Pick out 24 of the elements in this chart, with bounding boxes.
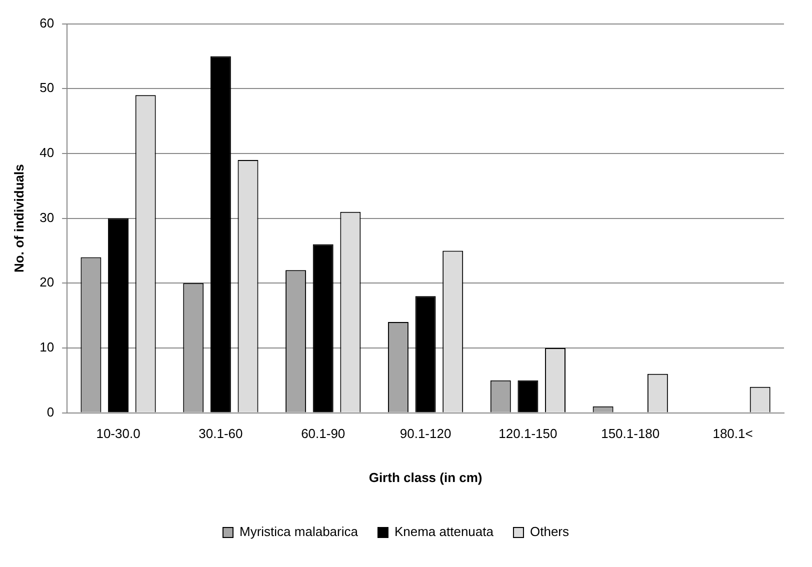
x-tick-label: 180.1<: [712, 426, 753, 442]
y-tick-label: 10: [40, 340, 54, 355]
bar: [415, 296, 436, 412]
x-tick-label: 150.1-180: [601, 426, 660, 442]
y-tick-label: 60: [40, 15, 54, 30]
y-tick-label: 30: [40, 210, 54, 225]
x-tick-label: 30.1-60: [198, 426, 243, 442]
x-axis-title: Girth class (in cm): [368, 470, 482, 485]
y-tick-label: 40: [40, 145, 54, 160]
x-tick-label: 10-30.0: [96, 426, 140, 442]
bar: [210, 56, 231, 412]
legend-label: Others: [530, 524, 570, 540]
y-axis-title: No. of individuals: [11, 164, 26, 272]
legend-label: Myristica malabarica: [240, 524, 359, 540]
y-tick-label: 0: [46, 404, 54, 420]
x-tick-label: 120.1-150: [498, 426, 558, 442]
bar: [108, 218, 129, 412]
x-tick-label: 60.1-90: [301, 426, 346, 442]
legend-label: Knema attenuata: [394, 524, 494, 540]
y-tick-label: 50: [40, 80, 54, 96]
x-tick-label: 90.1-120: [400, 426, 452, 442]
y-tick-label: 20: [40, 274, 54, 290]
bar: [312, 244, 334, 412]
bar: [518, 380, 538, 412]
